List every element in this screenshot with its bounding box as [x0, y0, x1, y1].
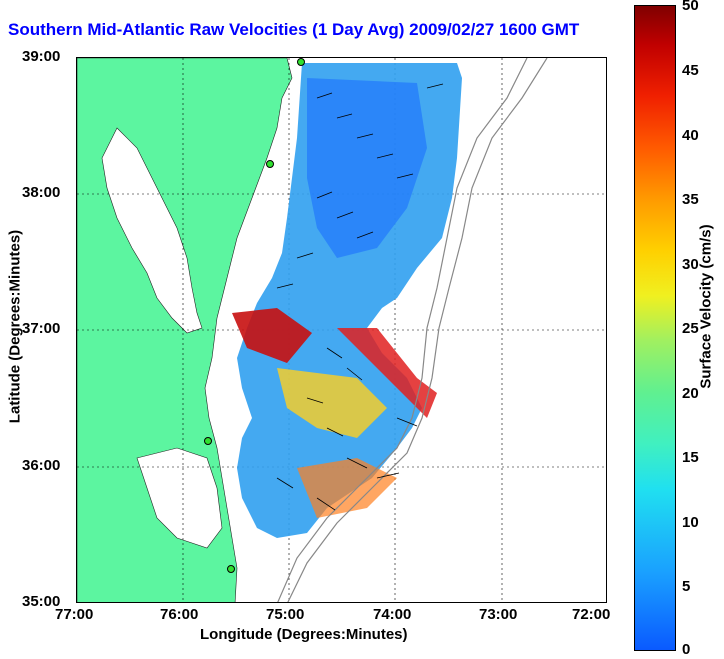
x-tick-label: 74:00: [373, 606, 412, 623]
colorbar-tick: 50: [682, 0, 699, 14]
colorbar-tick: 45: [682, 62, 699, 79]
x-axis-label: Longitude (Degrees:Minutes): [200, 626, 408, 643]
colorbar-tick: 35: [682, 191, 699, 208]
y-tick-label: 36:00: [22, 457, 61, 474]
station-marker: [266, 160, 274, 168]
colorbar-tick: 25: [682, 320, 699, 337]
colorbar-tick: 20: [682, 385, 699, 402]
x-tick-label: 73:00: [479, 606, 518, 623]
y-tick-label: 39:00: [22, 48, 61, 65]
velocity-field-northern-blue: [307, 78, 427, 258]
x-tick-label: 76:00: [160, 606, 199, 623]
colorbar: [634, 5, 676, 651]
colorbar-tick: 15: [682, 449, 699, 466]
chart-title: Southern Mid-Atlantic Raw Velocities (1 …: [8, 20, 580, 39]
station-marker: [227, 565, 235, 573]
station-marker: [297, 58, 305, 66]
depth-contour-2: [287, 58, 548, 602]
y-tick-label: 37:00: [22, 320, 61, 337]
colorbar-tick: 30: [682, 256, 699, 273]
y-axis-label: Latitude (Degrees:Minutes): [6, 229, 24, 424]
colorbar-tick: 5: [682, 578, 691, 595]
pamlico-sound: [136, 447, 223, 549]
velocity-field-yellow-band: [277, 368, 387, 438]
x-tick-label: 75:00: [266, 606, 305, 623]
colorbar-tick: 0: [682, 641, 691, 658]
velocity-field-hotspot-2: [337, 328, 437, 418]
depth-contour: [277, 58, 528, 602]
station-marker: [204, 437, 212, 445]
chesapeake-bay: [101, 127, 203, 334]
x-tick-label: 72:00: [572, 606, 611, 623]
velocity-arrows: [276, 83, 444, 511]
y-tick-label: 38:00: [22, 184, 61, 201]
colorbar-tick: 10: [682, 514, 699, 531]
x-tick-label: 77:00: [55, 606, 94, 623]
map-svg: [77, 58, 606, 602]
map-plot-area: [76, 57, 607, 603]
colorbar-label: Surface Velocity (cm/s): [697, 224, 715, 389]
y-tick-label: 35:00: [22, 593, 61, 610]
velocity-field-hotspot-1: [232, 308, 312, 363]
colorbar-tick: 40: [682, 127, 699, 144]
